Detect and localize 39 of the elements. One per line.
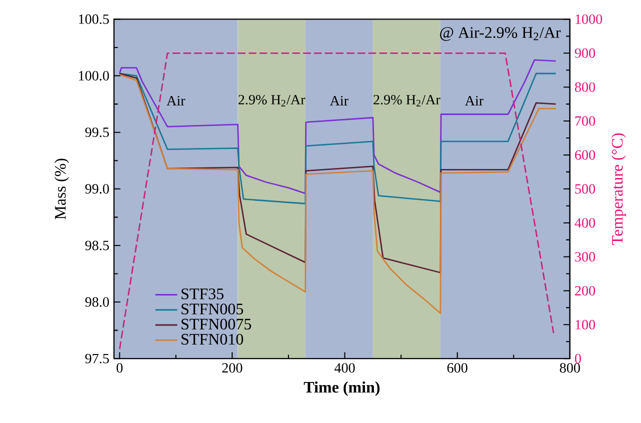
line-series [118,59,557,194]
legend-label: STF35 [182,288,224,300]
y2-tick-label: 300 [575,252,596,262]
y2-tick-label: 1000 [576,14,602,24]
y-tick-label: 98.5 [85,240,109,250]
band-label: Air [464,96,484,106]
y-tick-label: 100.0 [79,71,109,81]
y2-tick-label: 700 [575,116,596,126]
y-tick-label: 98.0 [85,297,109,307]
y2-tick-label: 100 [576,320,596,330]
legend-label: STFN0075 [182,318,252,330]
band-label: 2.9% H$_{2}$/Ar [374,95,440,107]
y-tick-label: 99.0 [85,184,109,194]
y-tick-label: 99.5 [85,128,109,138]
annotation: @ Air-2.9% H$_{2}$/Ar [440,27,561,41]
y-axis-title: Mass (%) [54,158,69,220]
line-series [118,74,557,314]
band-label: 2.9% H$_{2}$/Ar [238,95,306,107]
y2-tick-label: 0 [574,354,581,364]
line-series [118,72,557,204]
x-tick-label: 600 [447,363,468,373]
y-tick-label: 97.5 [85,354,109,364]
x-tick-label: 200 [222,363,242,373]
legend-label: STFN010 [182,334,244,345]
legend-label: STFN005 [182,304,244,315]
band-label: Air [166,96,186,106]
x-tick-label: 800 [560,363,580,373]
x-axis-title: Time (min) [304,382,380,396]
y2-tick-label: 200 [575,286,596,296]
y2-axis-title: Temperature (°C) [611,134,626,245]
y2-tick-label: 500 [575,184,596,194]
y2-tick-label: 600 [575,150,596,160]
band-label: Air [330,96,348,106]
x-tick-label: 400 [334,363,355,373]
y-tick-label: 100.5 [79,14,109,24]
y2-tick-label: 800 [574,82,596,92]
y2-tick-label: 400 [574,218,596,228]
y2-tick-label: 900 [574,48,596,58]
x-tick-label: 0 [116,363,123,373]
